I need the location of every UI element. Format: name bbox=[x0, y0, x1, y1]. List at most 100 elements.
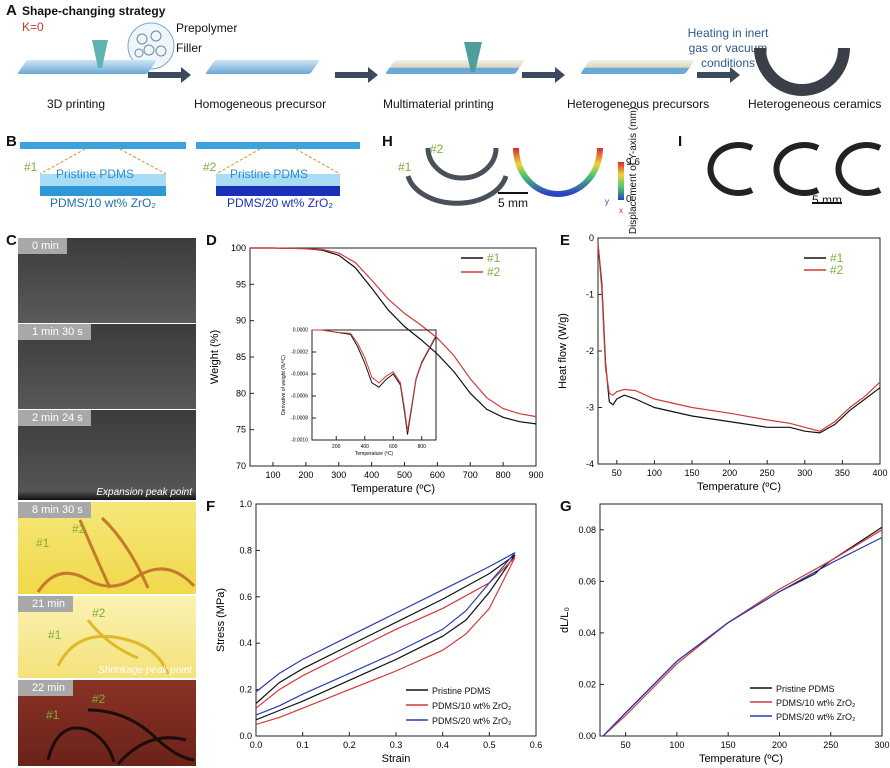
x-tick-label: 300 bbox=[797, 468, 812, 478]
filler-magnified-icon bbox=[127, 22, 175, 70]
x-tick-label: 150 bbox=[721, 740, 736, 750]
heterogeneous-slab bbox=[580, 60, 695, 74]
y-tick-label: -0.0002 bbox=[291, 350, 308, 356]
y-tick-label: 0.06 bbox=[578, 576, 596, 586]
axis-y-label: y bbox=[605, 197, 609, 206]
panel-label-g: G bbox=[560, 498, 572, 515]
y-tick-label: -0.0008 bbox=[291, 416, 308, 422]
legend-label: #1 bbox=[830, 251, 844, 265]
scale-label: 5 mm bbox=[812, 193, 842, 207]
frame-time: 0 min bbox=[18, 238, 67, 254]
legend-label: PDMS/10 wt% ZrO₂ bbox=[432, 701, 512, 711]
x-tick-label: 100 bbox=[647, 468, 662, 478]
y-tick-label: -2 bbox=[586, 346, 594, 356]
x-tick-label: 0.0 bbox=[250, 740, 263, 750]
sample-1-id: #1 bbox=[24, 160, 38, 174]
time-frame: 0 min bbox=[18, 238, 196, 323]
printing-slab bbox=[17, 60, 157, 74]
legend-label: #1 bbox=[487, 251, 501, 265]
x-tick-label: 200 bbox=[298, 470, 313, 480]
x-axis-label: Temperature (ºC) bbox=[351, 483, 435, 495]
y-tick-label: 75 bbox=[236, 425, 246, 435]
plot-frame bbox=[599, 503, 883, 737]
x-tick-label: 0.1 bbox=[296, 740, 309, 750]
legend-label: Pristine PDMS bbox=[776, 684, 835, 694]
nozzle-icon bbox=[92, 40, 108, 68]
x-tick-label: 0.6 bbox=[530, 740, 543, 750]
series-line-pristine-pdms bbox=[255, 554, 516, 721]
arc-id-1: #1 bbox=[398, 160, 412, 174]
x-tick-label: 250 bbox=[823, 740, 838, 750]
step-label: 3D printing bbox=[47, 97, 106, 111]
legend-label: #2 bbox=[487, 265, 501, 279]
y-tick-label: 0.0000 bbox=[293, 328, 309, 334]
x-axis-label: Temperature (ºC) bbox=[355, 451, 394, 457]
y-tick-label: 0.4 bbox=[239, 638, 252, 648]
time-frame: 21 min #1 #2 Shrinkage peak point bbox=[18, 596, 196, 678]
colorbar-label: Displacement of Y-axis (mm) bbox=[628, 106, 640, 235]
step-arrow bbox=[697, 67, 740, 83]
k-value: K=0 bbox=[22, 20, 44, 34]
y-tick-label: -1 bbox=[586, 290, 594, 300]
frame-time: 21 min bbox=[18, 596, 74, 612]
ring-photos bbox=[707, 142, 882, 196]
x-tick-label: 0.5 bbox=[483, 740, 496, 750]
y-tick-label: 0.00 bbox=[578, 731, 596, 741]
x-tick-label: 200 bbox=[332, 444, 341, 450]
x-tick-label: 100 bbox=[669, 740, 684, 750]
x-tick-label: 600 bbox=[389, 444, 398, 450]
x-tick-label: 250 bbox=[760, 468, 775, 478]
frame-time: 22 min bbox=[18, 680, 74, 696]
y-tick-label: 70 bbox=[236, 461, 246, 471]
frame-note: Shrinkage peak point bbox=[98, 665, 192, 676]
bilayer-diagram bbox=[20, 142, 360, 196]
composite-20-label: PDMS/20 wt% ZrO₂ bbox=[227, 196, 334, 210]
panel-a-title: Shape-changing strategy bbox=[22, 4, 166, 18]
strip-id-2: #2 bbox=[92, 606, 106, 620]
legend-label: #2 bbox=[830, 263, 844, 277]
strip-id-1: #1 bbox=[48, 628, 62, 642]
legend-label: Pristine PDMS bbox=[432, 686, 491, 696]
y-tick-label: 0.08 bbox=[578, 525, 596, 535]
axis-x-label: x bbox=[619, 206, 623, 215]
multimaterial-slab bbox=[385, 60, 525, 74]
panel-label-d: D bbox=[206, 232, 217, 249]
frame-time: 1 min 30 s bbox=[18, 324, 91, 340]
x-tick-label: 900 bbox=[528, 470, 543, 480]
y-tick-label: 0.6 bbox=[239, 592, 252, 602]
nozzle-icon bbox=[464, 42, 482, 72]
y-tick-label: -4 bbox=[586, 459, 594, 469]
x-tick-label: 200 bbox=[722, 468, 737, 478]
series-line-pdms-20-wt-zro- bbox=[602, 536, 883, 737]
legend-label: PDMS/20 wt% ZrO₂ bbox=[432, 716, 512, 726]
y-tick-label: 0.0 bbox=[239, 731, 252, 741]
scale-label: 5 mm bbox=[498, 196, 528, 210]
x-tick-label: 150 bbox=[684, 468, 699, 478]
y-tick-label: 0.8 bbox=[239, 545, 252, 555]
series-line--1 bbox=[312, 329, 437, 435]
x-tick-label: 0.4 bbox=[436, 740, 449, 750]
time-frame: 8 min 30 s #1 #2 bbox=[18, 502, 196, 594]
panel-label-h: H bbox=[382, 133, 393, 150]
time-frame: 22 min #1 #2 bbox=[18, 680, 196, 766]
x-tick-label: 100 bbox=[265, 470, 280, 480]
step-label: Heterogeneous ceramics bbox=[748, 97, 882, 111]
x-tick-label: 700 bbox=[463, 470, 478, 480]
x-tick-label: 0.3 bbox=[390, 740, 403, 750]
x-axis-label: Strain bbox=[382, 753, 411, 765]
dsc-chart: 50 100 150 200 250 300 350 400 -4 -3 -2 -1 0 Temperat… bbox=[557, 233, 888, 493]
y-tick-label: -0.0006 bbox=[291, 394, 308, 400]
strip-id-1: #1 bbox=[46, 708, 60, 722]
y-axis-label: Stress (MPa) bbox=[215, 588, 227, 652]
x-axis-label: Temperature (ºC) bbox=[697, 481, 781, 493]
y-tick-label: 80 bbox=[236, 388, 246, 398]
heating-conditions: Heating in inert gas or vacuum conditions bbox=[687, 26, 769, 70]
strip-id-2: #2 bbox=[72, 522, 86, 536]
plot-frame bbox=[311, 329, 437, 441]
series-line--2 bbox=[597, 243, 881, 432]
step-label: Homogeneous precursor bbox=[194, 97, 327, 111]
y-tick-label: 90 bbox=[236, 316, 246, 326]
x-tick-label: 500 bbox=[397, 470, 412, 480]
x-tick-label: 800 bbox=[496, 470, 511, 480]
time-frame: 1 min 30 s bbox=[18, 324, 196, 409]
